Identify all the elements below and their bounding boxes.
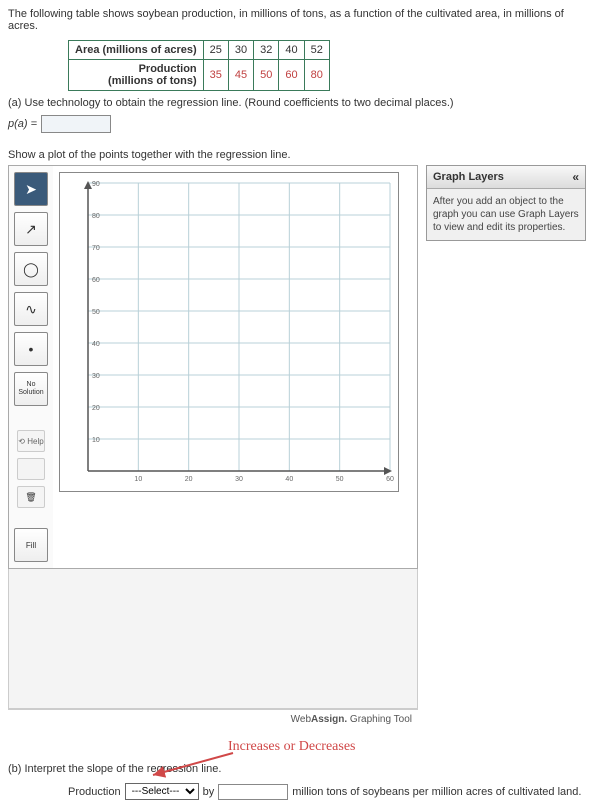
- part-b: (b) Interpret the slope of the regressio…: [8, 763, 586, 775]
- layers-panel: Graph Layers « After you add an object t…: [426, 165, 586, 241]
- prod-3: 60: [279, 60, 304, 91]
- graph-blank-area: [8, 569, 418, 709]
- pointer-tool[interactable]: ➤: [14, 172, 48, 206]
- answer-row: Production ---Select--- by million tons …: [68, 783, 586, 800]
- layers-body: After you add an object to the graph you…: [427, 189, 585, 240]
- graph-footer: WebAssign. Graphing Tool: [8, 709, 418, 729]
- svg-text:50: 50: [92, 309, 100, 316]
- layers-collapse-icon[interactable]: «: [572, 170, 579, 184]
- area-4: 52: [304, 41, 329, 60]
- trash-button[interactable]: 🗑: [17, 486, 45, 508]
- svg-text:80: 80: [92, 213, 100, 220]
- prod-label: Production (millions of tons): [69, 60, 204, 91]
- annotation-text: Increases or Decreases: [228, 739, 355, 755]
- area-label: Area (millions of acres): [69, 41, 204, 60]
- regression-input[interactable]: [41, 115, 111, 133]
- svg-text:40: 40: [92, 341, 100, 348]
- area-0: 25: [203, 41, 228, 60]
- svg-text:40: 40: [285, 476, 293, 483]
- dot-tool[interactable]: •: [14, 332, 48, 366]
- svg-text:20: 20: [92, 405, 100, 412]
- svg-text:30: 30: [92, 373, 100, 380]
- curve-tool[interactable]: ∿: [14, 292, 48, 326]
- line-tool[interactable]: ↗: [14, 212, 48, 246]
- svg-text:70: 70: [92, 245, 100, 252]
- no-solution-tool[interactable]: No Solution: [14, 372, 48, 406]
- prod-1: 45: [228, 60, 253, 91]
- prod-0: 35: [203, 60, 228, 91]
- layers-title: Graph Layers: [433, 171, 504, 183]
- svg-text:20: 20: [185, 476, 193, 483]
- fill-tool[interactable]: Fill: [14, 528, 48, 562]
- svg-text:10: 10: [134, 476, 142, 483]
- area-1: 30: [228, 41, 253, 60]
- toolbar: ➤ ↗ ◯ ∿ • No Solution ⟲ Help 🗑 Fill: [9, 166, 53, 568]
- answer-by: by: [203, 786, 215, 798]
- plot-canvas[interactable]: 10 20 30 40 50 60 10 20 30 40 50 60 70 80 90: [59, 172, 399, 492]
- answer-pre: Production: [68, 786, 121, 798]
- svg-text:60: 60: [92, 277, 100, 284]
- formula-lhs: p(a) =: [8, 118, 37, 130]
- help-button[interactable]: ⟲ Help: [17, 430, 45, 452]
- circle-tool[interactable]: ◯: [14, 252, 48, 286]
- plot-instruction: Show a plot of the points together with …: [8, 149, 586, 161]
- svg-text:90: 90: [92, 181, 100, 188]
- data-table: Area (millions of acres) 25 30 32 40 52 …: [68, 40, 330, 91]
- svg-text:50: 50: [336, 476, 344, 483]
- intro-text: The following table shows soybean produc…: [8, 8, 586, 32]
- svg-text:60: 60: [386, 476, 394, 483]
- undo-button[interactable]: [17, 458, 45, 480]
- answer-post: million tons of soybeans per million acr…: [292, 786, 581, 798]
- direction-select[interactable]: ---Select---: [125, 783, 199, 800]
- slope-value-input[interactable]: [218, 784, 288, 800]
- svg-text:30: 30: [235, 476, 243, 483]
- area-2: 32: [254, 41, 279, 60]
- part-a-text: (a) Use technology to obtain the regress…: [8, 97, 586, 109]
- prod-2: 50: [254, 60, 279, 91]
- graph-container: ➤ ↗ ◯ ∿ • No Solution ⟲ Help 🗑 Fill 10 20…: [8, 165, 418, 569]
- area-3: 40: [279, 41, 304, 60]
- svg-text:10: 10: [92, 437, 100, 444]
- prod-4: 80: [304, 60, 329, 91]
